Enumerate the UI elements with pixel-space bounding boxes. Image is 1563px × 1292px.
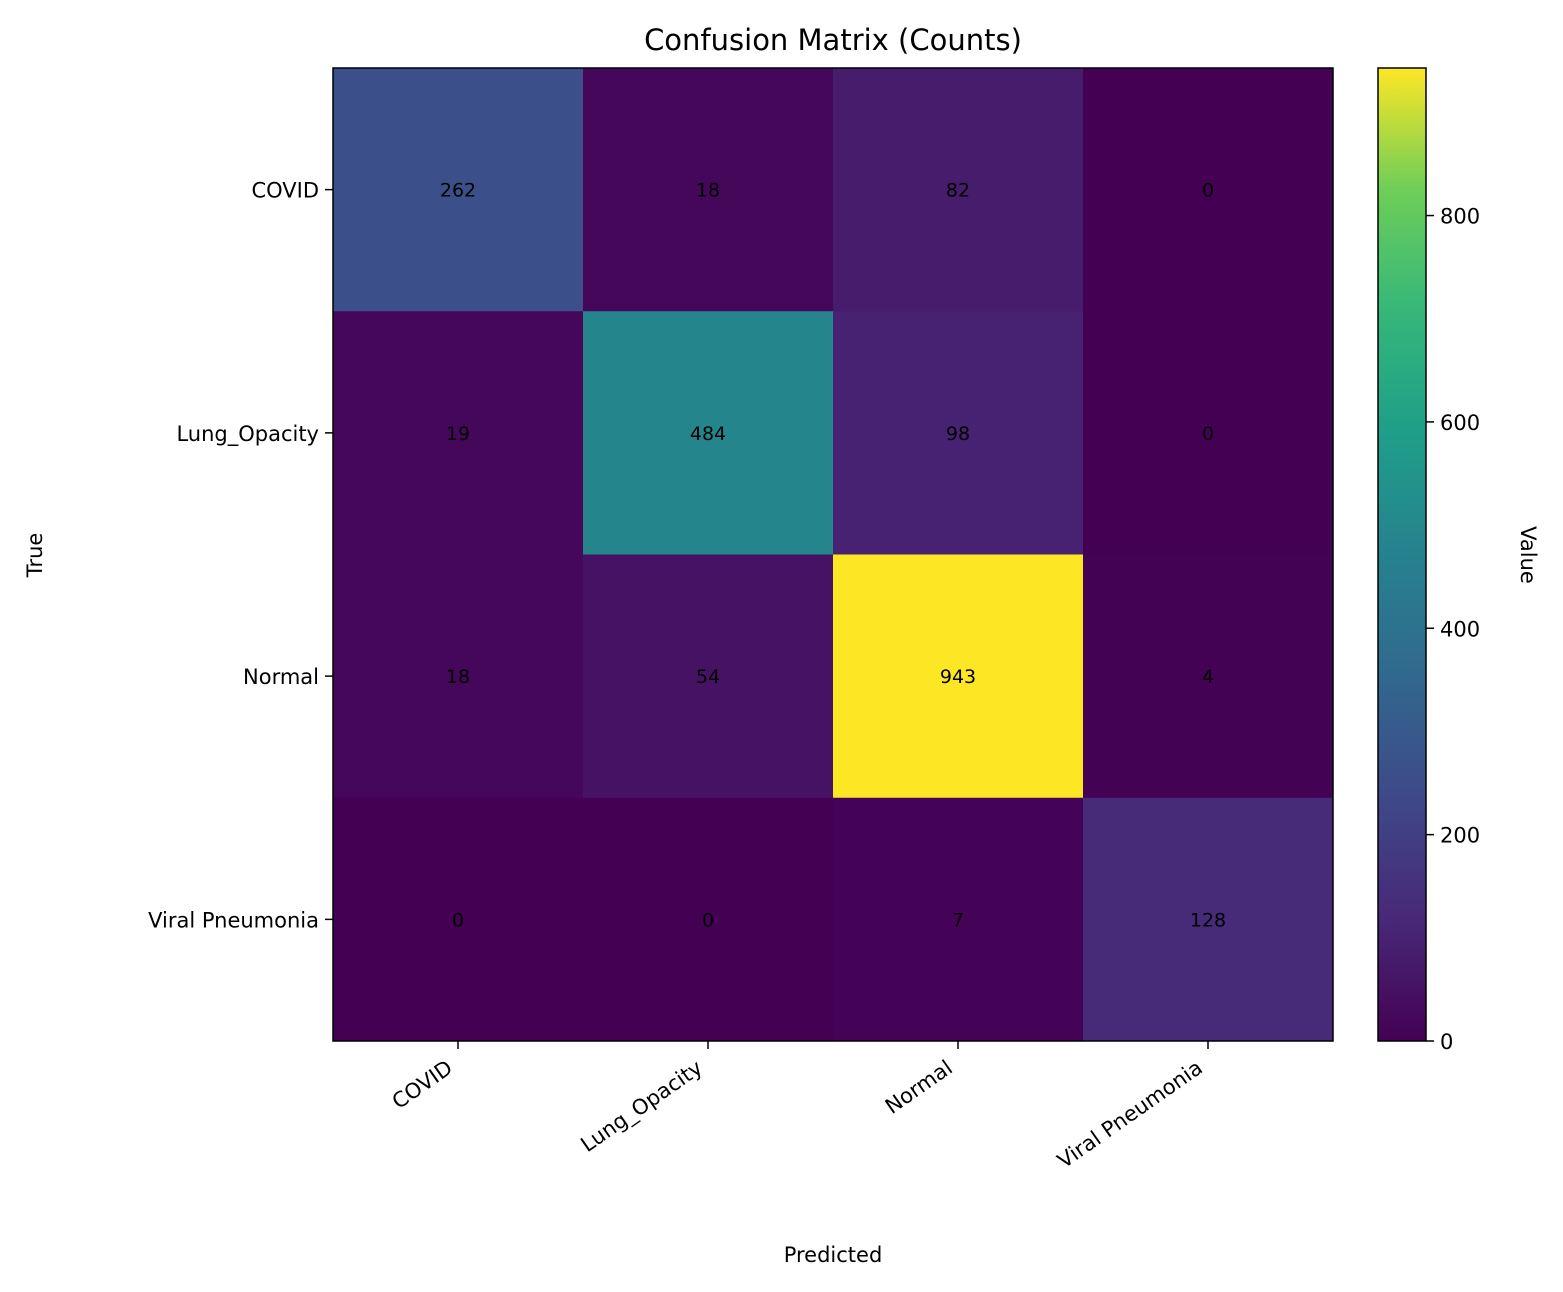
- heatmap-cell: [833, 311, 1084, 555]
- colorbar-tick-label: 0: [1440, 1030, 1453, 1054]
- heatmap-cell: [333, 554, 584, 799]
- cell-value-label: 54: [696, 666, 720, 688]
- heatmap-cell: [333, 797, 584, 1042]
- heatmap-cell: [583, 797, 834, 1042]
- y-tick-label: Lung_Opacity: [176, 422, 319, 447]
- heatmap-cell: [833, 554, 1084, 799]
- chart-title: Confusion Matrix (Counts): [644, 23, 1022, 57]
- cell-value-label: 19: [446, 423, 470, 445]
- heatmap-cell: [583, 554, 834, 799]
- cell-value-label: 18: [446, 666, 470, 688]
- heatmap-cell: [333, 68, 584, 312]
- cell-value-label: 262: [440, 180, 476, 202]
- heatmap-cell: [583, 311, 834, 555]
- x-tick-label: Lung_Opacity: [576, 1055, 707, 1157]
- cell-value-label: 0: [1202, 180, 1214, 202]
- cell-value-label: 0: [702, 909, 714, 931]
- cell-value-label: 943: [940, 666, 976, 688]
- heatmap-cell: [1083, 311, 1334, 555]
- heatmap-cell: [1083, 554, 1334, 799]
- y-tick-label: Normal: [243, 665, 319, 689]
- heatmap-cell: [583, 68, 834, 312]
- colorbar-label: Value: [1516, 526, 1540, 584]
- cell-value-label: 128: [1190, 909, 1226, 931]
- cell-value-label: 98: [946, 423, 970, 445]
- plot-frame: [332, 67, 1334, 1042]
- x-axis-label: Predicted: [784, 1243, 883, 1267]
- colorbar-ticks: 0 200 400 600 800: [1426, 205, 1480, 1054]
- colorbar-tick-label: 600: [1440, 411, 1480, 435]
- cell-value-label: 82: [946, 180, 970, 202]
- y-tick-label: COVID: [251, 179, 319, 203]
- x-axis-ticks: COVID Lung_Opacity Normal Viral Pneumonia: [388, 1041, 1209, 1173]
- heatmap-cell: [833, 797, 1084, 1042]
- x-tick-label: Normal: [881, 1055, 957, 1118]
- cell-value-label: 484: [690, 423, 726, 445]
- cell-value-label: 18: [696, 180, 720, 202]
- heatmap-cell-labels: 262 18 82 0 19 484 98 0 18 54 943 4 0 0 7 128: [440, 180, 1226, 932]
- heatmap-cell: [833, 68, 1084, 312]
- colorbar-tick-label: 200: [1440, 824, 1480, 848]
- y-axis-label: True: [23, 533, 47, 579]
- heatmap-cell: [1083, 68, 1334, 312]
- cell-value-label: 4: [1202, 666, 1214, 688]
- heatmap-cells: [333, 68, 1334, 1042]
- cell-value-label: 0: [1202, 423, 1214, 445]
- heatmap-cell: [1083, 797, 1334, 1042]
- colorbar-tick-label: 800: [1440, 205, 1480, 229]
- cell-value-label: 7: [952, 909, 964, 931]
- colorbar: [1377, 67, 1427, 1042]
- x-tick-label: Viral Pneumonia: [1053, 1055, 1207, 1173]
- y-tick-label: Viral Pneumonia: [148, 908, 319, 932]
- cell-value-label: 0: [452, 909, 464, 931]
- heatmap-cell: [333, 311, 584, 555]
- colorbar-tick-label: 400: [1440, 617, 1480, 641]
- y-axis-ticks: COVID Lung_Opacity Normal Viral Pneumonia: [148, 179, 333, 932]
- x-tick-label: COVID: [388, 1055, 457, 1113]
